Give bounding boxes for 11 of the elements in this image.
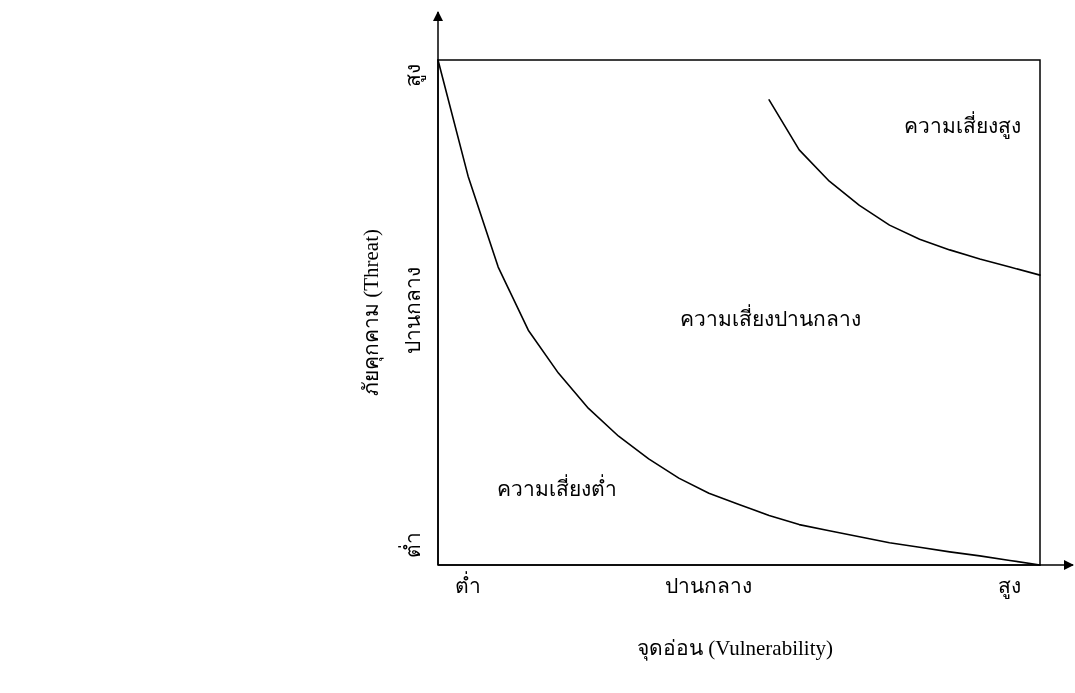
x-tick-label: ต่ำ — [455, 571, 482, 598]
y-axis-title: ภัยคุกคาม (Threat) — [359, 228, 384, 397]
x-tick-label: ปานกลาง — [665, 574, 753, 598]
annotation: ความเสี่ยงต่ำ — [497, 474, 617, 501]
x-axis-title: จุดอ่อน (Vulnerability) — [637, 636, 833, 661]
text: สูง — [401, 63, 426, 87]
text: ปานกลาง — [401, 266, 425, 354]
annotation: ความเสี่ยงสูง — [903, 111, 1021, 139]
x-tick-label: สูง — [998, 574, 1022, 599]
annotation: ความเสี่ยงปานกลาง — [679, 304, 861, 331]
text: ต่ำ — [398, 532, 425, 558]
